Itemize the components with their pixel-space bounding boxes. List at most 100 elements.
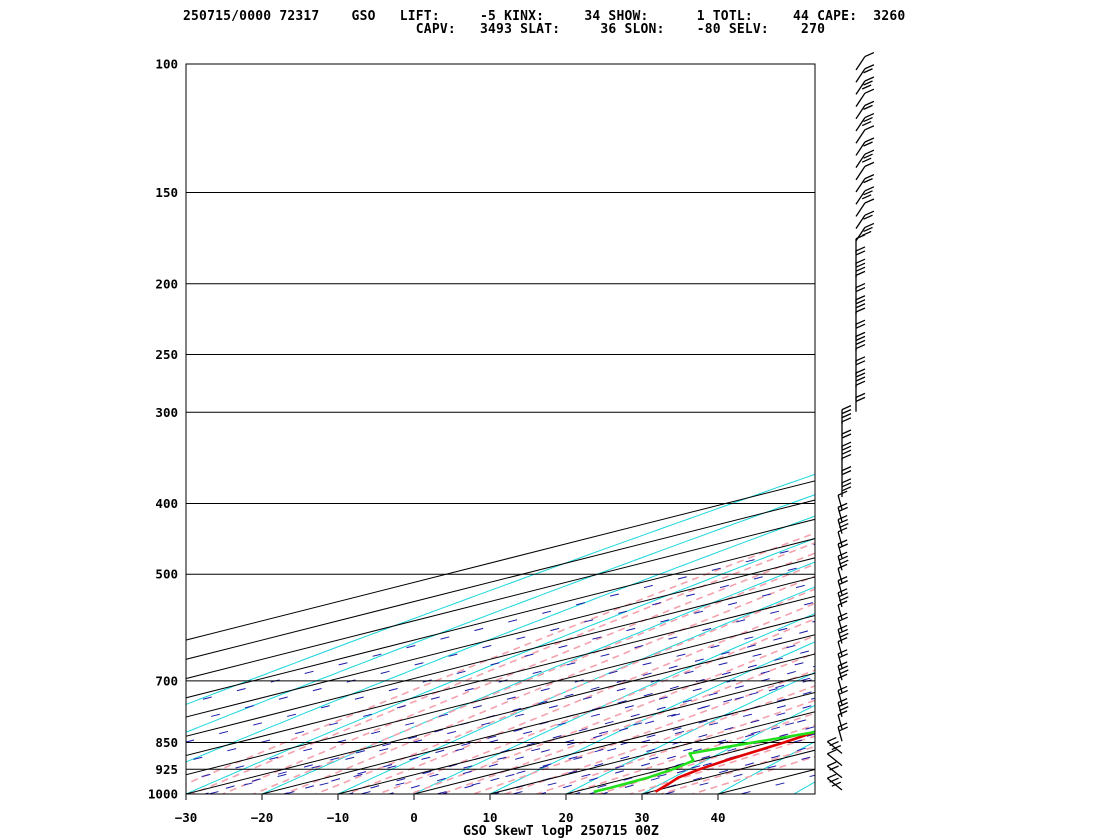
wind-barb-feather	[827, 749, 837, 755]
wind-barb-feather	[855, 360, 866, 366]
wind-barb-feather	[838, 665, 848, 671]
dry-adiabat	[186, 494, 815, 733]
wind-barb	[855, 153, 866, 168]
isotherm	[186, 499, 815, 660]
wind-barb	[837, 507, 843, 522]
pressure-tick-label: 200	[155, 276, 178, 291]
dry-adiabat	[488, 641, 815, 794]
mixing-ratio-line	[538, 716, 815, 794]
mixing-ratio-line	[434, 697, 815, 794]
pressure-tick-label: 500	[155, 567, 178, 582]
wind-barb-feather	[855, 335, 866, 341]
moist-adiabat	[186, 532, 815, 785]
wind-barb-feather	[837, 539, 848, 545]
wind-barb-feather	[863, 190, 873, 196]
wind-barb	[855, 190, 866, 205]
wind-barb-feather	[861, 194, 872, 200]
dry-adiabat	[186, 537, 815, 794]
wind-barb-feather	[841, 429, 852, 435]
wind-barb	[855, 166, 866, 181]
wind-barb-feather	[837, 576, 848, 582]
wind-barb	[837, 580, 843, 595]
wind-barb-feather	[838, 592, 848, 598]
wind-barb-feather	[855, 380, 866, 386]
wind-barb-feather	[838, 555, 848, 561]
wind-barb	[855, 56, 866, 71]
temperature-tick-labels: −30 −20 −10 0 10 20 30 40	[175, 794, 726, 825]
mixing-ratio-line	[440, 690, 815, 794]
wind-barb-feather	[841, 482, 852, 488]
moist-adiabat	[534, 699, 815, 794]
wind-barb-feather	[841, 417, 852, 423]
wind-barb-feather	[855, 339, 866, 345]
wind-barb-feather	[837, 527, 848, 533]
wind-barb-feather	[841, 441, 852, 447]
wind-barb	[837, 568, 843, 583]
temperature-tick-label: 10	[482, 810, 497, 825]
mixing-ratio-line	[387, 676, 815, 794]
wind-barb-feather	[837, 502, 848, 508]
wind-barb-feather	[838, 580, 848, 586]
pressure-tick-label: 925	[155, 762, 178, 777]
pressure-tick-label: 100	[155, 57, 178, 72]
moist-adiabat	[190, 541, 815, 794]
wind-barb-feather	[861, 84, 872, 90]
background-lines	[186, 48, 1120, 810]
moist-adiabat	[596, 724, 815, 794]
moist-adiabat	[439, 652, 815, 794]
wind-barb-feather	[855, 286, 866, 293]
wind-barb	[837, 617, 843, 632]
temperature-tick-label: −20	[251, 810, 274, 825]
wind-barb-feather	[837, 698, 848, 704]
wind-barb-feather	[839, 596, 849, 602]
wind-barb-feather	[837, 551, 848, 557]
temperature-tick-label: 20	[558, 810, 573, 825]
wind-barb-feather	[855, 323, 866, 329]
mixing-ratio-line	[282, 659, 815, 794]
wind-barb-feather	[837, 710, 848, 716]
isotherm	[186, 576, 815, 737]
wind-barb-feather	[839, 559, 849, 565]
wind-barb-feather	[855, 303, 866, 309]
moist-adiabat	[282, 575, 815, 794]
wind-barb-feather	[838, 726, 848, 732]
wind-barb-feather	[855, 372, 866, 378]
wind-barb-feather	[855, 266, 866, 272]
wind-barb-feather	[837, 661, 848, 667]
wind-barb	[826, 741, 843, 754]
dry-adiabat	[564, 671, 815, 794]
isotherm	[186, 518, 815, 680]
wind-barb-feather	[839, 522, 849, 529]
mixing-ratio-line	[814, 793, 815, 794]
wind-barb-feather	[863, 116, 873, 123]
wind-barb	[837, 543, 843, 559]
wind-barb-feather	[841, 413, 852, 419]
temperature-profile	[654, 730, 815, 793]
isotherm	[563, 730, 815, 794]
wind-barb-feather	[855, 246, 866, 252]
header-line-2: CAPV: 3493 SLAT: 36 SLON: -80 SELV: 270	[183, 22, 826, 37]
dry-adiabat	[186, 473, 815, 705]
moist-adiabat	[407, 634, 815, 794]
dry-adiabat	[922, 48, 1120, 810]
wind-barb	[837, 726, 843, 742]
wind-barb-feather	[855, 262, 866, 268]
moist-adiabat	[344, 602, 815, 794]
wind-barbs	[826, 51, 875, 791]
wind-barb-feather	[841, 405, 852, 411]
pressure-tick-label: 850	[155, 735, 178, 750]
dry-adiabat	[845, 48, 1120, 810]
temperature-tick-label: −30	[175, 810, 198, 825]
wind-barb-feather	[864, 222, 875, 229]
wind-barb-feather	[863, 153, 873, 159]
isotherm	[186, 595, 815, 757]
wind-barb	[855, 92, 866, 107]
wind-barb-feather	[863, 141, 873, 147]
temperature-tick-label: 40	[710, 810, 725, 825]
moist-adiabat	[220, 552, 815, 794]
dry-adiabat	[412, 612, 815, 794]
wind-barb	[855, 117, 866, 132]
pressure-tick-label: 300	[155, 405, 178, 420]
wind-barb-feather	[837, 563, 848, 569]
isotherm	[186, 615, 815, 776]
